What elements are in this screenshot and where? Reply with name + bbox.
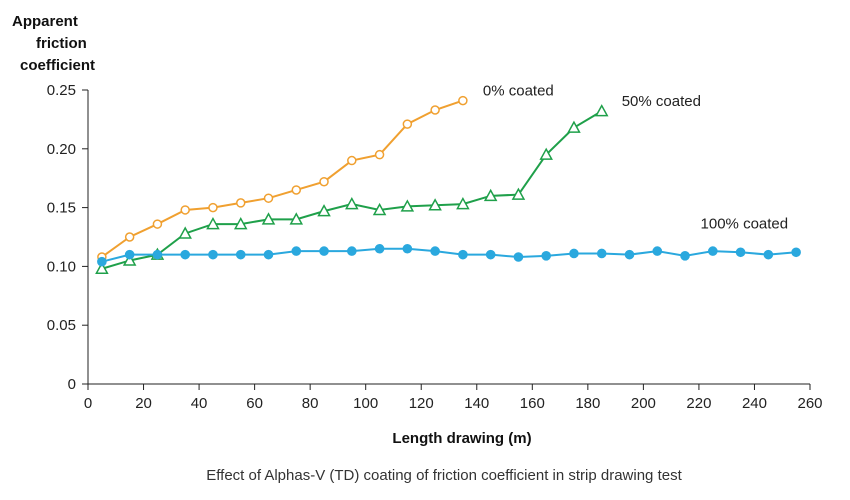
data-point: [124, 249, 135, 260]
data-point: [485, 249, 496, 260]
y-axis-label-line: Apparent: [12, 13, 78, 30]
data-point: [513, 252, 524, 262]
data-point: [152, 219, 163, 229]
data-point: [402, 119, 413, 129]
data-point: [458, 95, 468, 106]
data-point: [233, 217, 248, 230]
data-point: [567, 120, 581, 133]
x-tick-label: 40: [191, 395, 208, 412]
data-point: [208, 249, 218, 260]
data-point: [791, 247, 801, 258]
data-point: [374, 243, 385, 254]
y-axis-label-line: coefficient: [20, 57, 95, 74]
data-point: [319, 246, 329, 256]
data-point: [97, 256, 107, 267]
data-point: [345, 197, 359, 210]
x-tick-label: 220: [686, 395, 711, 412]
chart-caption: Effect of Alphas-V (TD) coating of frict…: [206, 467, 682, 484]
data-point: [291, 246, 302, 256]
y-tick-label: 0.20: [47, 141, 76, 158]
x-tick-label: 160: [520, 395, 545, 412]
y-tick-label: 0.05: [47, 317, 76, 334]
data-point: [180, 205, 190, 215]
data-point: [347, 155, 357, 166]
x-tick-label: 260: [797, 395, 822, 412]
data-point: [594, 104, 609, 117]
data-point: [430, 246, 440, 256]
data-point: [178, 226, 192, 239]
x-tick-label: 60: [246, 395, 263, 412]
series-label: 100% coated: [701, 215, 789, 232]
data-point: [511, 187, 526, 200]
series-line: [101, 247, 797, 263]
series-label: 0% coated: [483, 83, 554, 100]
series-markers: [95, 95, 801, 275]
data-point: [206, 217, 220, 230]
data-point: [652, 246, 663, 256]
x-tick-label: 140: [464, 395, 489, 412]
y-tick-label: 0.25: [47, 82, 76, 99]
data-point: [541, 251, 551, 261]
series-labels: 0% coated 50% coated 100% coated: [483, 83, 788, 233]
series-lines: [101, 99, 797, 270]
y-tick-label: 0: [68, 376, 76, 393]
x-tick-label: 0: [84, 395, 92, 412]
data-point: [95, 261, 109, 275]
data-point: [152, 249, 163, 260]
data-point: [319, 176, 329, 187]
x-tick-label: 80: [302, 395, 319, 412]
data-point: [596, 248, 607, 259]
data-point: [347, 246, 357, 256]
data-point: [317, 204, 331, 217]
data-point: [235, 198, 246, 208]
data-point: [180, 249, 190, 260]
y-axis-label-line: friction: [36, 35, 87, 52]
data-point: [428, 198, 442, 211]
series-line: [101, 110, 603, 270]
data-point: [430, 105, 440, 115]
y-tick-label: 0.10: [47, 258, 76, 275]
data-point: [122, 253, 137, 266]
data-point: [374, 149, 385, 160]
series-line: [101, 99, 464, 258]
data-point: [263, 193, 274, 203]
data-point: [291, 185, 302, 195]
data-point: [569, 248, 579, 259]
axes: [82, 89, 811, 390]
data-point: [261, 212, 276, 225]
x-tick-label: 20: [135, 395, 152, 412]
tick-labels: 0 20 40 60 80 100 120 140 160 180 200 220 240 260 0 0.0…: [47, 82, 823, 412]
x-tick-label: 200: [631, 395, 656, 412]
data-point: [235, 249, 246, 260]
series-label: 50% coated: [622, 93, 701, 110]
data-point: [708, 246, 718, 256]
data-point: [263, 249, 274, 260]
data-point: [400, 199, 415, 212]
x-axis-label: Length drawing (m): [392, 430, 531, 447]
y-axis-label: Apparent friction coefficient: [12, 13, 95, 74]
data-point: [456, 197, 470, 210]
data-point: [735, 247, 746, 258]
data-point: [763, 249, 774, 260]
data-point: [372, 202, 387, 216]
data-point: [680, 251, 690, 261]
x-tick-label: 240: [742, 395, 767, 412]
data-point: [124, 232, 135, 242]
data-point: [624, 249, 635, 260]
data-point: [539, 147, 553, 160]
x-tick-label: 100: [353, 395, 378, 412]
data-point: [458, 249, 468, 260]
x-tick-label: 120: [409, 395, 434, 412]
data-point: [208, 202, 218, 213]
x-tick-label: 180: [575, 395, 600, 412]
data-point: [402, 243, 413, 254]
data-point: [483, 188, 498, 202]
y-tick-label: 0.15: [47, 200, 76, 217]
data-point: [289, 212, 304, 225]
